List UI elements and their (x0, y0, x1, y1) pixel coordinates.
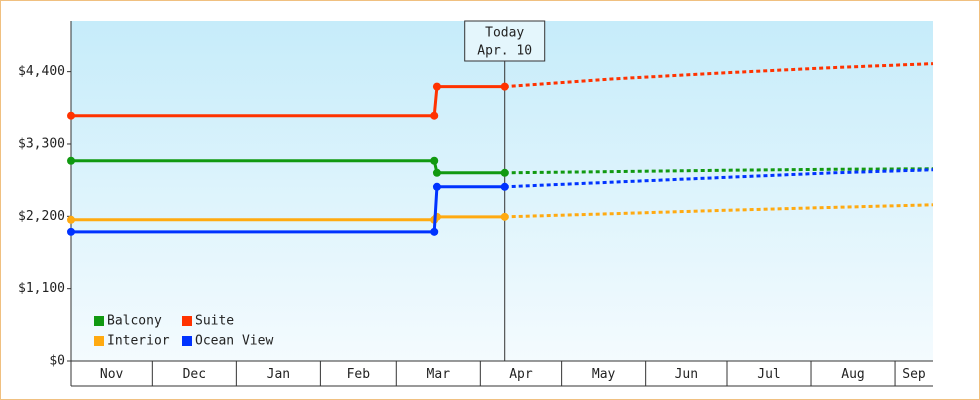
history-line (71, 159, 505, 175)
point (432, 168, 441, 177)
legend-label: Balcony (107, 314, 162, 329)
point (67, 111, 75, 120)
y-tick-label: $4,400 (18, 64, 65, 79)
legend-swatch (182, 336, 192, 346)
today-box (464, 20, 546, 62)
legend-swatch (94, 316, 104, 326)
x-tick-label: Mar (427, 367, 451, 382)
point (67, 215, 75, 224)
legend-swatch (94, 336, 104, 346)
x-tick-label: Sep (902, 367, 926, 382)
point (432, 182, 441, 191)
x-tick-label: Aug (841, 367, 864, 382)
today-label: Apr. 10 (477, 44, 532, 59)
x-tick-label: Jan (267, 367, 290, 382)
point (430, 227, 439, 236)
history-line (71, 85, 505, 118)
legend-label: Ocean View (195, 334, 273, 349)
forecast-line (504, 203, 934, 219)
forecast-line (504, 62, 934, 89)
point (430, 111, 439, 120)
y-tick-label: $1,100 (18, 281, 65, 296)
x-tick-label: Dec (183, 367, 206, 382)
history-line (71, 185, 505, 234)
x-tick-label: Feb (347, 367, 371, 382)
x-tick-label: Jul (757, 367, 780, 382)
x-tick-label: Apr (509, 367, 533, 382)
forecast-line (504, 167, 934, 175)
y-tick-label: $2,200 (18, 209, 65, 224)
x-tick-label: Nov (100, 367, 124, 382)
point (500, 82, 509, 91)
point (500, 182, 509, 191)
legend-label: Suite (195, 314, 234, 329)
point (432, 82, 441, 91)
today-label: Today (485, 26, 524, 41)
x-tick-label: Jun (675, 367, 698, 382)
point (430, 156, 439, 165)
y-tick-label: $3,300 (18, 136, 65, 151)
point (67, 156, 75, 165)
forecast-line (504, 168, 934, 189)
y-tick-label: $0 (49, 354, 65, 369)
legend-swatch (182, 316, 192, 326)
point (500, 212, 509, 221)
legend-label: Interior (107, 334, 170, 349)
plot-background (71, 21, 933, 361)
point (500, 168, 509, 177)
point (67, 227, 75, 236)
x-tick-label: May (592, 367, 616, 382)
